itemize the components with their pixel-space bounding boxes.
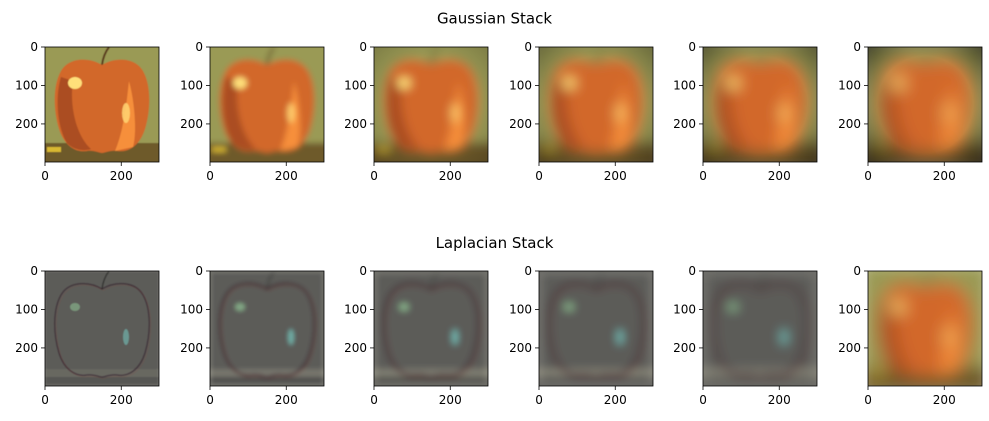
y-tick-label: 100 bbox=[673, 302, 696, 316]
y-tick-label: 0 bbox=[359, 40, 367, 54]
x-tick-label: 0 bbox=[699, 169, 707, 183]
y-tick-label: 200 bbox=[673, 341, 696, 355]
image-panel: 0 200 0 100 200 bbox=[509, 264, 654, 407]
y-tick-label: 0 bbox=[688, 264, 696, 278]
y-tick-label: 200 bbox=[509, 341, 532, 355]
y-tick-label: 100 bbox=[509, 302, 532, 316]
y-tick-label: 200 bbox=[673, 117, 696, 131]
x-tick-label: 200 bbox=[275, 393, 298, 407]
image-panel: 0 200 0 100 200 bbox=[15, 40, 160, 183]
y-tick-label: 100 bbox=[838, 302, 861, 316]
x-tick-label: 200 bbox=[933, 393, 956, 407]
image-panel: 0 200 0 100 200 bbox=[673, 264, 818, 407]
y-tick-label: 100 bbox=[344, 78, 367, 92]
image-panel: 0 200 0 100 200 bbox=[838, 264, 983, 407]
y-tick-label: 200 bbox=[15, 341, 38, 355]
x-tick-label: 200 bbox=[768, 169, 791, 183]
y-tick-label: 100 bbox=[180, 78, 203, 92]
image-panel: 0 200 0 100 200 bbox=[509, 40, 654, 183]
y-tick-label: 100 bbox=[344, 302, 367, 316]
image-panel: 0 200 0 100 200 bbox=[15, 264, 160, 407]
x-tick-label: 0 bbox=[41, 393, 49, 407]
y-tick-label: 0 bbox=[359, 264, 367, 278]
panel-grid: 0 200 0 100 200 0 200 0 100 200 0 200 0 100 200 0 200 0 10… bbox=[15, 40, 983, 407]
image-panel: 0 200 0 100 200 bbox=[180, 40, 325, 183]
image-panel: 0 200 0 100 200 bbox=[180, 264, 325, 407]
x-tick-label: 200 bbox=[768, 393, 791, 407]
x-tick-label: 0 bbox=[699, 393, 707, 407]
y-tick-label: 200 bbox=[344, 341, 367, 355]
gaussian-stack-title: Gaussian Stack bbox=[437, 10, 552, 28]
y-tick-label: 100 bbox=[838, 78, 861, 92]
y-tick-label: 100 bbox=[180, 302, 203, 316]
x-tick-label: 200 bbox=[275, 169, 298, 183]
y-tick-label: 200 bbox=[15, 117, 38, 131]
y-tick-label: 100 bbox=[509, 78, 532, 92]
x-tick-label: 0 bbox=[370, 393, 378, 407]
laplacian-stack-title: Laplacian Stack bbox=[436, 234, 554, 252]
x-tick-label: 200 bbox=[933, 169, 956, 183]
y-tick-label: 0 bbox=[30, 264, 38, 278]
y-tick-label: 0 bbox=[853, 264, 861, 278]
x-tick-label: 0 bbox=[41, 169, 49, 183]
x-tick-label: 200 bbox=[604, 393, 627, 407]
x-tick-label: 200 bbox=[439, 169, 462, 183]
image-panel: 0 200 0 100 200 bbox=[673, 40, 818, 183]
x-tick-label: 0 bbox=[370, 169, 378, 183]
x-tick-label: 200 bbox=[110, 169, 133, 183]
y-tick-label: 200 bbox=[838, 341, 861, 355]
y-tick-label: 200 bbox=[180, 117, 203, 131]
image-panel: 0 200 0 100 200 bbox=[344, 40, 489, 183]
image-panel: 0 200 0 100 200 bbox=[344, 264, 489, 407]
x-tick-label: 0 bbox=[206, 169, 214, 183]
y-tick-label: 200 bbox=[180, 341, 203, 355]
y-tick-label: 0 bbox=[524, 264, 532, 278]
x-tick-label: 0 bbox=[864, 393, 872, 407]
y-tick-label: 0 bbox=[853, 40, 861, 54]
x-tick-label: 200 bbox=[604, 169, 627, 183]
x-tick-label: 0 bbox=[206, 393, 214, 407]
y-tick-label: 0 bbox=[688, 40, 696, 54]
y-tick-label: 0 bbox=[195, 264, 203, 278]
x-tick-label: 0 bbox=[864, 169, 872, 183]
y-tick-label: 100 bbox=[15, 302, 38, 316]
y-tick-label: 0 bbox=[195, 40, 203, 54]
y-tick-label: 200 bbox=[838, 117, 861, 131]
y-tick-label: 200 bbox=[509, 117, 532, 131]
x-tick-label: 200 bbox=[110, 393, 133, 407]
x-tick-label: 0 bbox=[535, 393, 543, 407]
x-tick-label: 0 bbox=[535, 169, 543, 183]
x-tick-label: 200 bbox=[439, 393, 462, 407]
y-tick-label: 0 bbox=[30, 40, 38, 54]
image-panel: 0 200 0 100 200 bbox=[838, 40, 983, 183]
y-tick-label: 100 bbox=[673, 78, 696, 92]
y-tick-label: 200 bbox=[344, 117, 367, 131]
y-tick-label: 100 bbox=[15, 78, 38, 92]
y-tick-label: 0 bbox=[524, 40, 532, 54]
